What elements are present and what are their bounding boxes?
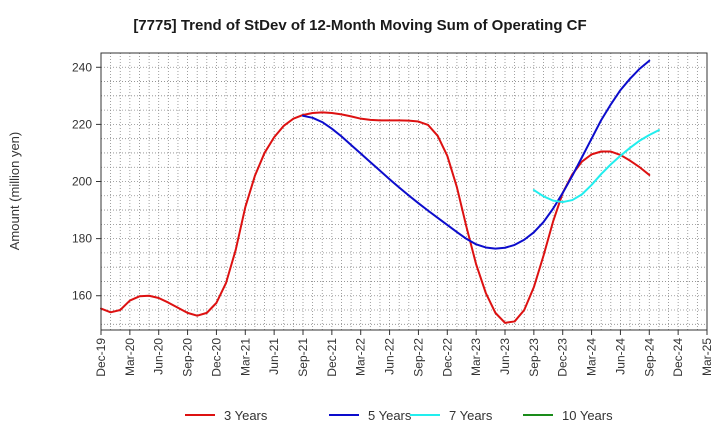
x-tick-label: Dec-20 [209,338,223,377]
x-tick-label: Mar-21 [238,338,252,376]
x-tick-label: Jun-23 [498,338,512,375]
legend-label-10-years: 10 Years [562,408,613,423]
y-tick-label: 220 [72,117,92,131]
x-tick-label: Mar-22 [354,338,368,376]
legend-label-3-years: 3 Years [224,408,268,423]
x-tick-label: Sep-22 [411,338,425,377]
x-axis-ticks: Dec-19 Mar-20 Jun-20 Sep-20 Dec-20 Mar-21 Jun-… [94,330,714,377]
legend-label-7-years: 7 Years [449,408,493,423]
x-tick-label: Jun-22 [383,338,397,375]
x-tick-label: Jun-20 [152,338,166,375]
x-tick-label: Dec-24 [671,338,685,377]
y-axis-ticks: 160 180 200 220 240 [72,60,101,303]
series-line-7-years [532,129,660,204]
series-line-5-years [302,59,651,250]
x-tick-label: Sep-21 [296,338,310,377]
x-tick-label: Mar-23 [469,338,483,376]
y-tick-label: 160 [72,289,92,303]
x-tick-label: Jun-21 [267,338,281,375]
x-tick-label: Mar-25 [700,338,714,376]
series-lines [100,59,660,324]
chart-title: [7775] Trend of StDev of 12-Month Moving… [133,17,586,34]
x-tick-label: Dec-21 [325,338,339,377]
series-line-3-years [100,111,651,324]
x-tick-label: Mar-24 [585,338,599,376]
plot-frame [100,52,708,331]
legend-label-5-years: 5 Years [368,408,412,423]
x-tick-label: Dec-22 [440,338,454,377]
x-tick-label: Mar-20 [123,338,137,376]
y-tick-label: 200 [72,175,92,189]
x-tick-label: Dec-23 [556,338,570,377]
y-tick-label: 240 [72,60,92,74]
x-tick-label: Dec-19 [94,338,108,377]
legend: 3 Years 5 Years 7 Years 10 Years [185,408,613,423]
x-tick-label: Jun-24 [613,338,627,375]
y-axis-label: Amount (million yen) [7,132,22,251]
x-tick-label: Sep-24 [642,338,656,377]
y-tick-label: 180 [72,232,92,246]
x-tick-label: Sep-20 [181,338,195,377]
x-tick-label: Sep-23 [527,338,541,377]
